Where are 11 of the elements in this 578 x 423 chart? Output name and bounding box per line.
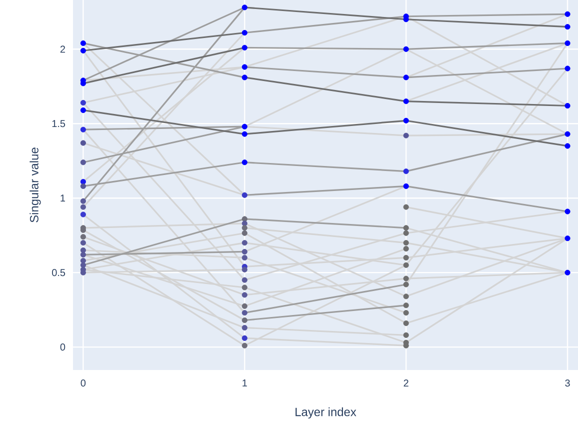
- x-tick-label: 0: [80, 380, 86, 387]
- y-tick-label: 0.5: [52, 269, 66, 276]
- y-tick-label: 0: [60, 344, 66, 351]
- x-tick-label: 1: [242, 380, 247, 386]
- y-axis-title: Singular value: [30, 148, 41, 222]
- y-tick-label: 1: [60, 194, 66, 202]
- x-axis-title: Layer index: [296, 407, 356, 419]
- x-tick-label: 3: [565, 380, 570, 387]
- y-tick-label: 2: [60, 46, 65, 53]
- x-tick-label: 2: [404, 380, 408, 386]
- y-tick-label: 1.5: [52, 120, 66, 128]
